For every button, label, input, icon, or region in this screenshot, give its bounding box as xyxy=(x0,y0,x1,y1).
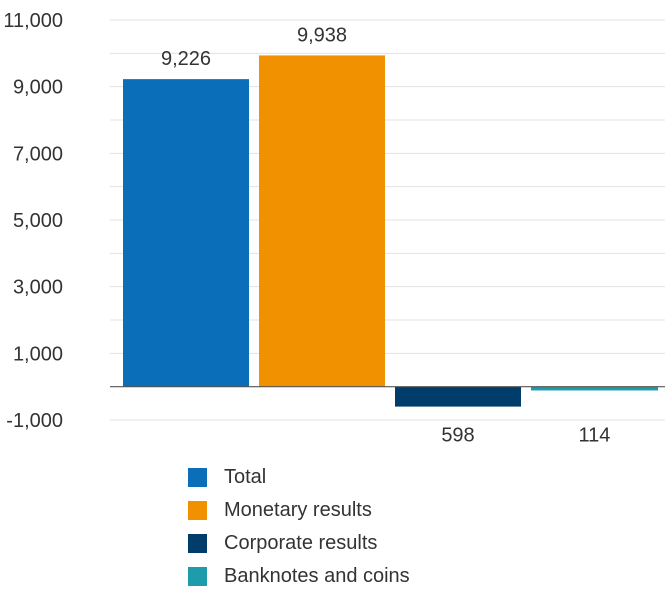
data-label: 598 xyxy=(441,425,474,447)
legend-label: Monetary results xyxy=(224,499,372,521)
legend-label: Corporate results xyxy=(224,532,378,554)
legend-item: Banknotes and coins xyxy=(188,560,410,593)
bar-corporate-results xyxy=(395,386,521,407)
bar-banknotes-and-coins xyxy=(531,386,658,391)
legend-item: Monetary results xyxy=(188,494,410,527)
data-label: 9,938 xyxy=(297,24,347,46)
legend-swatch xyxy=(188,534,207,553)
y-tick-label: -1,000 xyxy=(6,410,63,432)
legend-swatch xyxy=(188,501,207,520)
data-label: 114 xyxy=(579,425,611,447)
legend-item: Corporate results xyxy=(188,527,410,560)
data-labels: 9,226 9,938 598 114 xyxy=(161,24,610,446)
legend-label: Total xyxy=(224,466,267,488)
data-label: 9,226 xyxy=(161,48,211,70)
y-tick-label: 11,000 xyxy=(3,10,63,32)
y-tick-label: 7,000 xyxy=(13,143,63,165)
legend-swatch xyxy=(188,567,207,586)
y-tick-label: 9,000 xyxy=(13,77,63,99)
legend-item: Total xyxy=(188,461,410,494)
y-axis-tick-labels: 11,000 9,000 7,000 5,000 3,000 1,000 -1,000 xyxy=(3,10,63,432)
legend-label: Banknotes and coins xyxy=(224,565,410,587)
y-tick-label: 1,000 xyxy=(13,343,63,365)
y-tick-label: 5,000 xyxy=(13,210,63,232)
bar-total xyxy=(123,79,249,387)
chart-legend: Total Monetary results Corporate results Ba… xyxy=(188,461,410,593)
bar-monetary-results xyxy=(259,55,385,387)
bars xyxy=(123,55,658,407)
y-tick-label: 3,000 xyxy=(13,277,63,299)
legend-swatch xyxy=(188,468,207,487)
